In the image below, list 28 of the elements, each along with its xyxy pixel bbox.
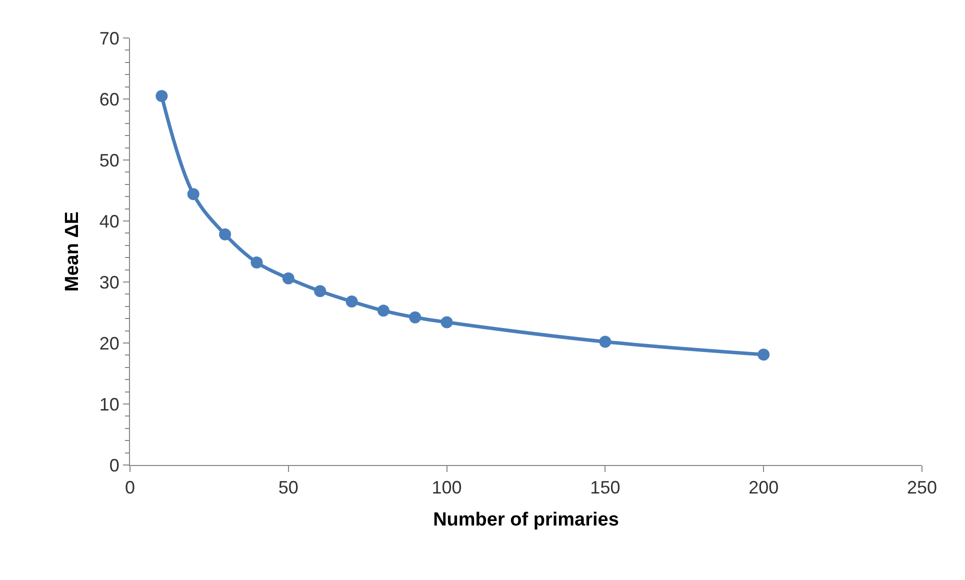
point xyxy=(758,348,770,361)
point xyxy=(377,304,390,317)
y-tick-label: 30 xyxy=(99,272,120,292)
y-tick-label: 50 xyxy=(99,150,120,170)
point xyxy=(250,256,263,268)
point xyxy=(440,316,453,328)
y-axis-title: Mean ΔE xyxy=(62,211,84,292)
y-tick-label: 60 xyxy=(99,89,120,110)
point xyxy=(346,296,358,308)
x-tick-label: 0 xyxy=(124,478,136,498)
x-tick-label: 150 xyxy=(590,478,620,498)
x-tick-label: 200 xyxy=(748,478,779,498)
point xyxy=(314,285,326,298)
point xyxy=(282,272,294,284)
y-tick-label: 20 xyxy=(99,333,120,354)
x-axis-title: Number of primaries xyxy=(433,509,619,530)
x-tick-label: 50 xyxy=(278,478,298,498)
point xyxy=(156,90,168,102)
y-tick-label: 40 xyxy=(99,211,120,232)
x-tick-label: 250 xyxy=(906,478,938,498)
y-tick-label: 70 xyxy=(99,28,120,48)
point xyxy=(187,188,200,200)
y-tick-label: 0 xyxy=(109,455,120,476)
y-tick-label: 10 xyxy=(99,394,120,414)
x-tick-label: 100 xyxy=(432,478,462,498)
point xyxy=(219,228,232,240)
point xyxy=(599,336,612,348)
point xyxy=(409,311,422,324)
